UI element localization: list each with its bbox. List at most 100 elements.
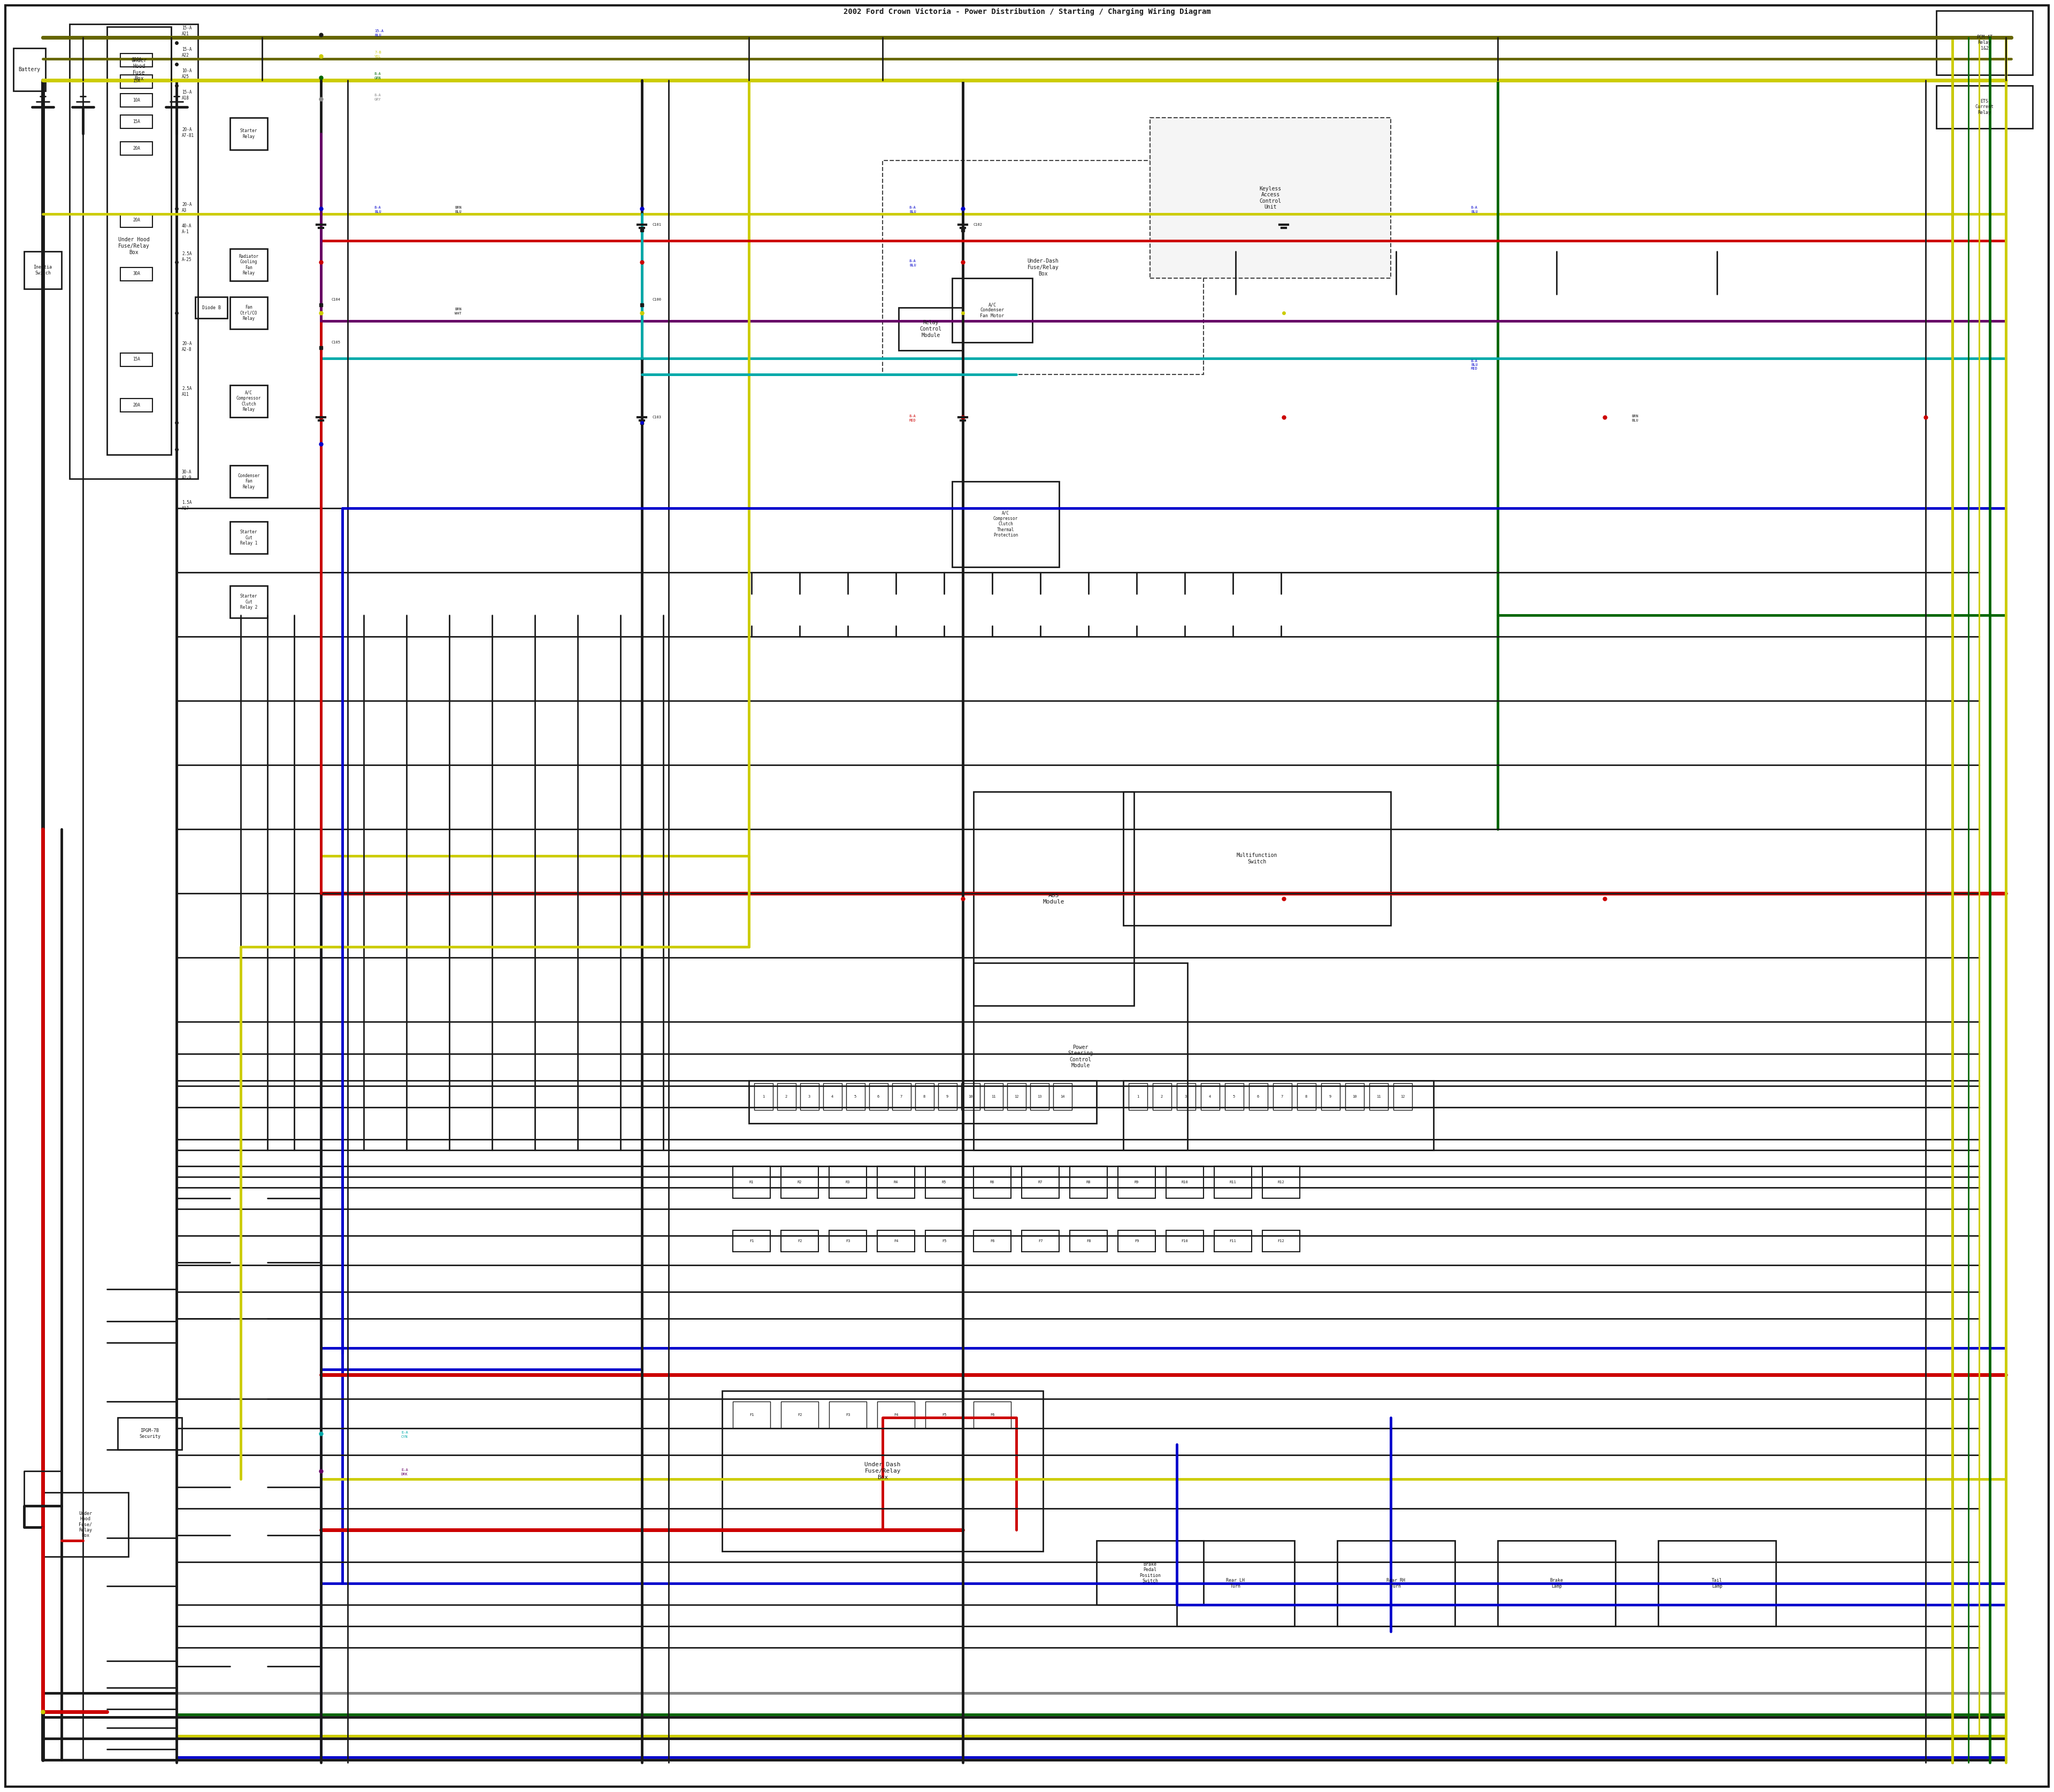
Bar	[1249, 1082, 1267, 1109]
Text: Relay
Control
Module: Relay Control Module	[920, 321, 941, 339]
Text: A/C
Compressor
Clutch
Relay: A/C Compressor Clutch Relay	[236, 391, 261, 412]
Bar	[723, 1391, 1043, 1552]
Bar	[974, 792, 1134, 1005]
Bar	[1177, 1082, 1195, 1109]
Bar	[121, 75, 152, 88]
Text: Starter
Cut
Relay 2: Starter Cut Relay 2	[240, 593, 257, 609]
Text: 20A: 20A	[134, 219, 140, 222]
Bar	[1937, 86, 2033, 129]
Text: Condenser
Fan
Relay: Condenser Fan Relay	[238, 473, 261, 489]
Text: E-A
CYN: E-A CYN	[401, 1432, 409, 1439]
Bar	[195, 297, 228, 319]
Bar	[877, 1167, 914, 1199]
Bar	[230, 466, 267, 498]
Text: Under
Hood
Fuse
Box: Under Hood Fuse Box	[131, 57, 148, 81]
Text: F6: F6	[990, 1414, 994, 1416]
Bar	[984, 1082, 1002, 1109]
Bar	[961, 1082, 980, 1109]
Text: 15-A
A18: 15-A A18	[183, 90, 191, 100]
Text: F1: F1	[750, 1240, 754, 1242]
Text: C104: C104	[331, 297, 341, 301]
Bar	[1321, 1082, 1339, 1109]
Text: A/C
Compressor
Clutch
Thermal
Protection: A/C Compressor Clutch Thermal Protection	[994, 511, 1019, 538]
Bar	[230, 249, 267, 281]
Bar	[25, 251, 62, 289]
Bar	[1393, 1082, 1413, 1109]
Text: R5: R5	[943, 1181, 947, 1185]
Text: F7: F7	[1037, 1240, 1043, 1242]
Bar	[1021, 1167, 1060, 1199]
Text: F4: F4	[893, 1414, 898, 1416]
Bar	[1150, 118, 1391, 278]
Text: 8-A
BLU: 8-A BLU	[374, 206, 382, 213]
Bar	[776, 1082, 797, 1109]
Text: 14: 14	[1060, 1095, 1064, 1098]
Bar	[230, 521, 267, 554]
Text: 4: 4	[1210, 1095, 1212, 1098]
Text: 40-A
A-1: 40-A A-1	[183, 224, 191, 235]
Text: Fan
Ctrl/CO
Relay: Fan Ctrl/CO Relay	[240, 305, 257, 321]
Text: 120A: 120A	[131, 57, 142, 63]
Text: F12: F12	[1278, 1240, 1284, 1242]
Bar	[846, 1082, 865, 1109]
Text: R7: R7	[1037, 1181, 1043, 1185]
Text: Multifunction
Switch: Multifunction Switch	[1237, 853, 1278, 864]
Text: R10: R10	[1181, 1181, 1187, 1185]
Text: 9: 9	[947, 1095, 949, 1098]
Text: F9: F9	[1134, 1240, 1138, 1242]
Text: F11: F11	[1230, 1240, 1237, 1242]
Text: 8-A
GRN: 8-A GRN	[374, 72, 382, 79]
Text: 10-A
A25: 10-A A25	[183, 68, 191, 79]
Bar	[877, 1231, 914, 1253]
Bar	[70, 23, 197, 478]
Text: BRN
BLU: BRN BLU	[1631, 414, 1639, 421]
Text: 15-A
BLU: 15-A BLU	[374, 30, 384, 36]
Text: R4: R4	[893, 1181, 898, 1185]
Bar	[230, 118, 267, 151]
Bar	[781, 1401, 817, 1428]
Bar	[1070, 1231, 1107, 1253]
Bar	[883, 161, 1204, 375]
Bar	[891, 1082, 910, 1109]
Bar	[750, 1081, 1097, 1124]
Text: 20A: 20A	[134, 403, 140, 407]
Bar	[1167, 1231, 1204, 1253]
Bar	[121, 267, 152, 281]
Bar	[733, 1231, 770, 1253]
Text: Tail
Lamp: Tail Lamp	[1711, 1579, 1723, 1588]
Text: F3: F3	[846, 1414, 850, 1416]
Text: 15-A
A22: 15-A A22	[183, 47, 191, 57]
Text: 30A: 30A	[134, 271, 140, 276]
Text: C103: C103	[653, 416, 661, 419]
Bar	[1167, 1167, 1204, 1199]
Text: 30-A
A2-9: 30-A A2-9	[183, 470, 191, 480]
Text: BRN
BLU: BRN BLU	[454, 206, 462, 213]
Bar	[953, 482, 1060, 566]
Bar	[926, 1401, 963, 1428]
Text: 7: 7	[1282, 1095, 1284, 1098]
Text: 3: 3	[807, 1095, 811, 1098]
Text: 4: 4	[832, 1095, 834, 1098]
Text: 15A: 15A	[134, 118, 140, 124]
Bar	[1031, 1082, 1050, 1109]
Bar	[830, 1167, 867, 1199]
Text: R3: R3	[846, 1181, 850, 1185]
Bar	[939, 1082, 957, 1109]
Text: C101: C101	[653, 222, 661, 226]
Text: 20A: 20A	[134, 145, 140, 151]
Text: 1: 1	[1136, 1095, 1138, 1098]
Bar	[1214, 1167, 1251, 1199]
Bar	[1152, 1082, 1171, 1109]
Bar	[230, 586, 267, 618]
Text: F10: F10	[1181, 1240, 1187, 1242]
Text: Starter
Relay: Starter Relay	[240, 129, 257, 140]
Text: 15A: 15A	[134, 357, 140, 362]
Bar	[869, 1082, 887, 1109]
Text: E-A
DRK: E-A DRK	[401, 1469, 409, 1475]
Text: 5: 5	[1232, 1095, 1234, 1098]
Text: 3: 3	[1185, 1095, 1187, 1098]
Bar	[117, 1417, 183, 1450]
Text: 9: 9	[1329, 1095, 1331, 1098]
Bar	[1273, 1082, 1292, 1109]
Bar	[1337, 1541, 1454, 1625]
